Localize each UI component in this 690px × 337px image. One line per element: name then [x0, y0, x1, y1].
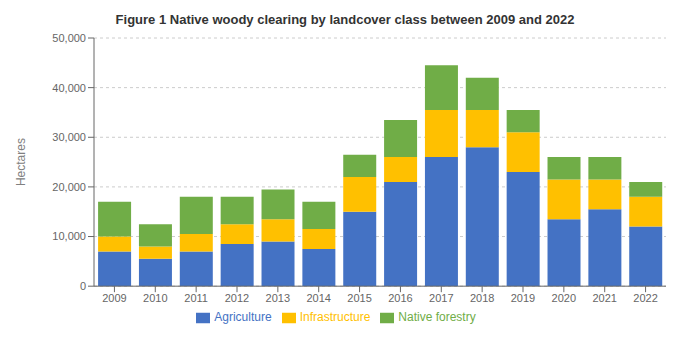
- svg-text:2020: 2020: [552, 292, 576, 304]
- svg-text:2019: 2019: [511, 292, 535, 304]
- svg-text:2021: 2021: [592, 292, 616, 304]
- svg-text:2010: 2010: [143, 292, 167, 304]
- svg-text:2018: 2018: [470, 292, 494, 304]
- html-text:Native forestry: Native forestry: [398, 310, 476, 325]
- svg-text:2022: 2022: [633, 292, 657, 304]
- html-text:Infrastructure: Infrastructure: [299, 310, 371, 325]
- html-text:Figure 1 Native woody clearing: Figure 1 Native woody clearing by landco…: [115, 12, 575, 27]
- svg-text:20,000: 20,000: [52, 181, 86, 193]
- svg-text:0: 0: [80, 280, 86, 292]
- svg-text:10,000: 10,000: [52, 230, 86, 242]
- svg-text:2011: 2011: [184, 292, 208, 304]
- svg-text:2015: 2015: [347, 292, 371, 304]
- svg-text:40,000: 40,000: [52, 82, 86, 94]
- svg-text:2017: 2017: [429, 292, 453, 304]
- svg-text:2016: 2016: [388, 292, 412, 304]
- svg-text:2009: 2009: [102, 292, 126, 304]
- svg-text:30,000: 30,000: [52, 131, 86, 143]
- svg-text:2014: 2014: [306, 292, 330, 304]
- svg-text:50,000: 50,000: [52, 32, 86, 44]
- html-text:Agriculture: Agriculture: [214, 310, 272, 325]
- svg-text:2012: 2012: [225, 292, 249, 304]
- svg-text:Hectares: Hectares: [14, 138, 28, 186]
- svg-text:2013: 2013: [266, 292, 290, 304]
